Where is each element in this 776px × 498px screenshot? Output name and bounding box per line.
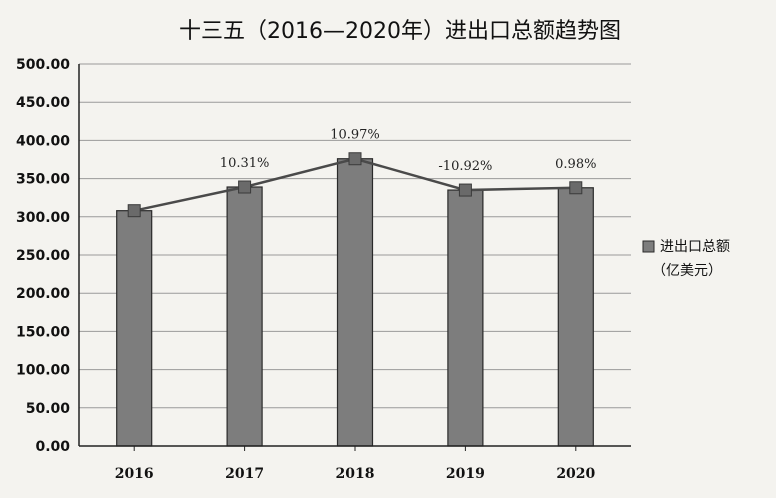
y-tick-label: 100.00 [16,363,70,379]
trend-marker [238,180,252,194]
trend-marker [458,183,472,197]
x-tick-label: 2016 [115,466,154,482]
bar [226,186,263,447]
bar [557,187,594,447]
x-tick-label: 2020 [556,466,595,482]
trend-line [127,152,583,218]
legend-label-1: 进出口总额 [660,239,730,255]
x-tick-label: 2018 [336,466,375,482]
x-axis: 2016 2017 2018 2019 2020 [79,445,631,482]
data-label: 10.31% [220,156,270,171]
y-tick-label: 400.00 [16,133,70,149]
bar [447,189,484,447]
data-labels: 10.31% 10.97% -10.92% 0.98% [220,128,597,174]
y-tick-label: 150.00 [16,324,70,340]
x-tick-label: 2019 [446,466,485,482]
trend-marker [127,204,141,218]
chart-title: 十三五（2016—2020年）进出口总额趋势图 [179,19,621,44]
y-tick-label: 300.00 [16,210,70,226]
legend: 进出口总额 （亿美元） [642,239,730,279]
bar [336,158,374,447]
legend-swatch [642,240,655,253]
trend-marker [348,152,362,166]
y-axis: 0.00 50.00 100.00 150.00 200.00 250.00 300.00 3… [16,57,80,455]
y-tick-label: 200.00 [16,286,70,302]
y-tick-label: 0.00 [35,439,70,455]
y-tick-label: 500.00 [16,57,70,73]
bars [116,158,594,447]
data-label: 0.98% [555,157,596,172]
trend-marker [569,181,583,195]
x-tick-label: 2017 [225,466,264,482]
y-tick-label: 350.00 [16,172,70,188]
data-label: -10.92% [438,159,492,174]
data-label: 10.97% [330,128,380,143]
y-tick-label: 250.00 [16,248,70,264]
bar [116,210,153,447]
y-tick-label: 450.00 [16,95,70,111]
legend-label-2: （亿美元） [652,263,722,279]
y-tick-label: 50.00 [26,401,71,417]
